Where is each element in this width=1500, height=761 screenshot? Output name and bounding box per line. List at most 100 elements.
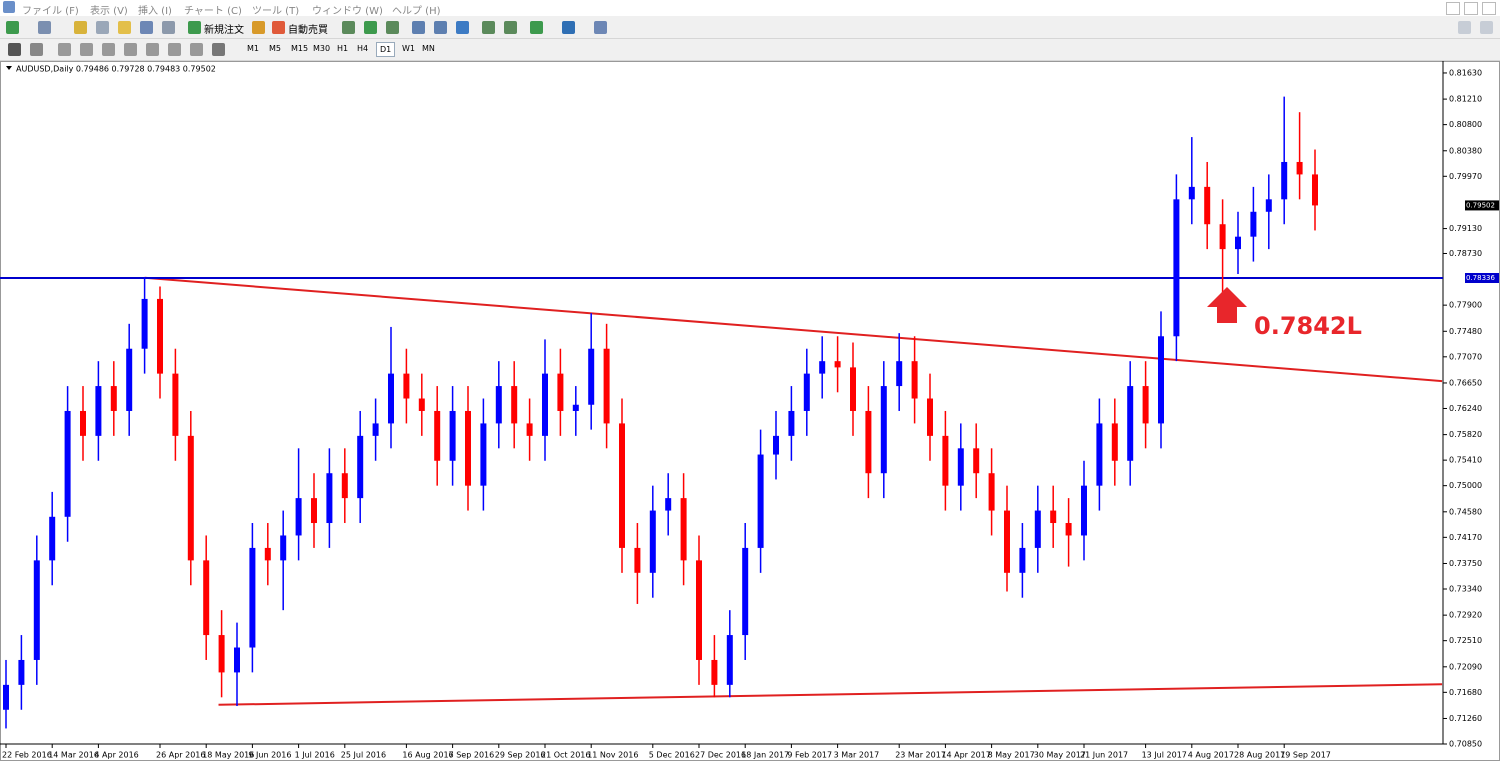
- chat-button[interactable]: [1480, 21, 1493, 34]
- candle-body: [418, 398, 425, 411]
- candle-body: [187, 435, 194, 561]
- candle-body: [357, 435, 364, 499]
- indicators-button[interactable]: [530, 21, 543, 34]
- timeframe-button[interactable]: H1: [337, 44, 349, 53]
- x-tick-label: 18 Jan 2017: [741, 751, 789, 760]
- candle-body: [850, 367, 856, 411]
- timeframe-button[interactable]: M1: [247, 44, 259, 53]
- candle-body: [665, 498, 672, 511]
- y-tick-label: 0.77480: [1449, 327, 1482, 336]
- crosshair-tool[interactable]: [30, 43, 43, 56]
- minimize-button[interactable]: [1446, 2, 1460, 15]
- candle-body: [1004, 510, 1010, 573]
- x-tick-label: 22 Feb 2016: [2, 751, 52, 760]
- timeframe-button[interactable]: D1: [376, 42, 396, 57]
- arrows-tool[interactable]: [212, 43, 225, 56]
- text-tool[interactable]: [168, 43, 181, 56]
- candle-body: [1235, 236, 1241, 250]
- new-order-icon[interactable]: [188, 21, 201, 34]
- bar-chart-button[interactable]: [342, 21, 355, 34]
- menu-item[interactable]: ヘルプ (H): [392, 6, 441, 17]
- menu-item[interactable]: 挿入 (I): [138, 6, 172, 17]
- candle-body: [865, 410, 872, 474]
- tester-button[interactable]: [162, 21, 175, 34]
- candle-body: [896, 361, 903, 387]
- line-chart-button[interactable]: [386, 21, 399, 34]
- restore-button[interactable]: [1464, 2, 1478, 15]
- data-window-button[interactable]: [96, 21, 109, 34]
- candle-body: [557, 373, 564, 411]
- menu-item[interactable]: ツール (T): [252, 6, 300, 17]
- candle-body: [280, 535, 287, 561]
- candle-body: [326, 473, 333, 524]
- y-tick-label: 0.72090: [1449, 662, 1482, 671]
- candle-body: [249, 547, 256, 648]
- vline-tool[interactable]: [58, 43, 71, 56]
- auto-trading-button[interactable]: 自動売買: [288, 25, 328, 36]
- timeframe-button[interactable]: M30: [313, 44, 331, 53]
- candle-body: [1281, 161, 1288, 200]
- navigator-button[interactable]: [118, 21, 131, 34]
- close-button[interactable]: [1482, 2, 1496, 15]
- timeframe-button[interactable]: M5: [269, 44, 281, 53]
- x-tick-label: 21 Oct 2016: [541, 751, 590, 760]
- y-tick-label: 0.76650: [1449, 378, 1482, 387]
- new-order-button[interactable]: 新規注文: [204, 25, 244, 36]
- timeframe-button[interactable]: MN: [422, 44, 435, 53]
- meta-editor-button[interactable]: [252, 21, 265, 34]
- new-chart-button[interactable]: [6, 21, 19, 34]
- y-tick-label: 0.72920: [1449, 611, 1482, 620]
- toolbar-main: 新規注文 自動売買: [0, 17, 1500, 39]
- menu-item[interactable]: 表示 (V): [90, 6, 128, 17]
- candle-body: [880, 386, 887, 474]
- market-watch-button[interactable]: [74, 21, 87, 34]
- candle-body: [634, 547, 641, 573]
- y-tick-label: 0.81210: [1449, 95, 1482, 104]
- x-tick-label: 11 Nov 2016: [587, 751, 638, 760]
- x-tick-label: 14 Apr 2017: [941, 751, 990, 760]
- terminal-button[interactable]: [140, 21, 153, 34]
- candle-body: [726, 635, 733, 685]
- candle-body: [295, 498, 302, 536]
- candle-body: [1050, 510, 1057, 524]
- toolbar-tools: M1 M5 M15 M30 H1 H4 D1 W1 MN: [0, 39, 1500, 61]
- cursor-tool[interactable]: [8, 43, 21, 56]
- timeframe-button[interactable]: W1: [402, 44, 415, 53]
- zoom-out-button[interactable]: [434, 21, 447, 34]
- candle-body: [1204, 186, 1211, 225]
- x-tick-label: 23 Mar 2017: [895, 751, 946, 760]
- auto-trading-icon[interactable]: [272, 21, 285, 34]
- search-button[interactable]: [1458, 21, 1471, 34]
- candle-body: [757, 454, 764, 548]
- candle-body: [542, 373, 548, 436]
- periods-button[interactable]: [562, 21, 575, 34]
- x-tick-label: 26 Apr 2016: [156, 751, 205, 760]
- autoscroll-button[interactable]: [482, 21, 495, 34]
- zoom-in-button[interactable]: [412, 21, 425, 34]
- candle-chart-button[interactable]: [364, 21, 377, 34]
- fibo-tool[interactable]: [146, 43, 159, 56]
- candle-body: [203, 560, 210, 636]
- candle-body: [1312, 174, 1318, 206]
- menu-item[interactable]: チャート (C): [184, 6, 242, 17]
- label-tool[interactable]: [190, 43, 203, 56]
- menu-item[interactable]: ウィンドウ (W): [312, 6, 383, 17]
- channel-tool[interactable]: [124, 43, 137, 56]
- x-tick-label: 8 May 2017: [988, 751, 1035, 760]
- candle-body: [588, 348, 595, 405]
- timeframe-button[interactable]: M15: [291, 44, 309, 53]
- timeframe-button[interactable]: H4: [357, 44, 369, 53]
- x-tick-label: 4 Aug 2017: [1188, 751, 1234, 760]
- menu-item[interactable]: ファイル (F): [22, 6, 79, 17]
- profiles-button[interactable]: [38, 21, 51, 34]
- templates-button[interactable]: [594, 21, 607, 34]
- candle-body: [773, 435, 779, 455]
- trendline-tool[interactable]: [102, 43, 115, 56]
- chart-shift-button[interactable]: [504, 21, 517, 34]
- hline-tool[interactable]: [80, 43, 93, 56]
- y-tick-label: 0.76240: [1449, 404, 1482, 413]
- candle-body: [834, 361, 841, 368]
- tile-button[interactable]: [456, 21, 469, 34]
- candle-body: [680, 498, 687, 561]
- candle-body: [95, 386, 102, 436]
